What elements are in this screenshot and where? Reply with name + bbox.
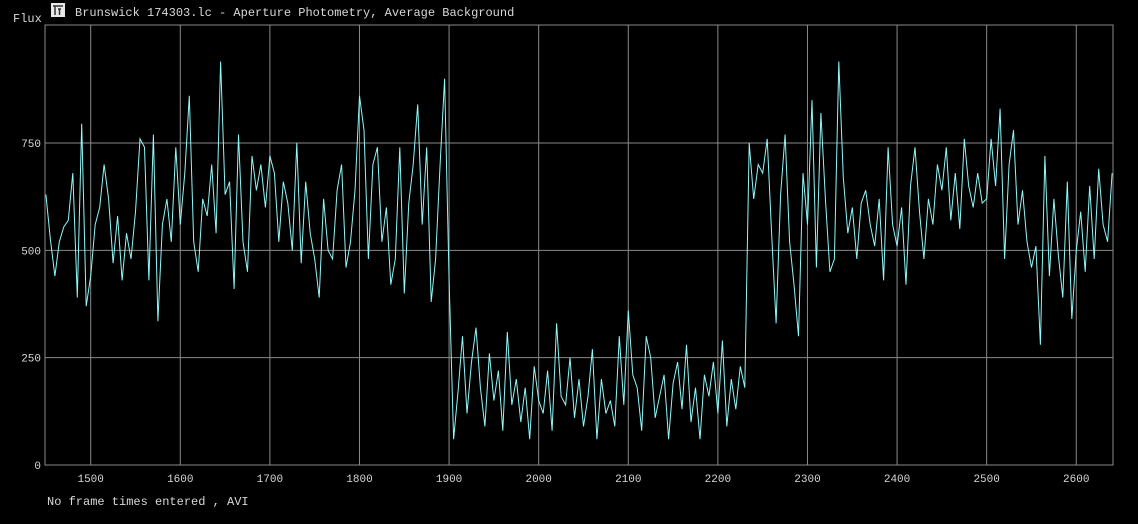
y-axis-label: Flux [13,12,42,26]
x-tick-label: 2600 [1063,474,1089,486]
x-tick-label: 2400 [884,474,910,486]
plot-frame [44,24,1114,466]
y-tick-label: 750 [21,139,41,151]
chart-title: Brunswick 174303.lc - Aperture Photometr… [75,6,514,20]
x-tick-label: 1900 [436,474,462,486]
x-tick-label: 1500 [77,474,103,486]
x-tick-label: 2100 [615,474,641,486]
y-tick-label: 500 [21,246,41,258]
x-tick-label: 2500 [973,474,999,486]
flux-line [45,61,1113,440]
footer-note: No frame times entered , AVI [47,495,249,509]
x-tick-label: 2000 [525,474,551,486]
y-tick-label: 0 [34,461,41,473]
x-tick-label: 1600 [167,474,193,486]
x-tick-label: 1800 [346,474,372,486]
x-tick-label: 1700 [257,474,283,486]
x-tick-label: 2200 [705,474,731,486]
y-tick-label: 250 [21,354,41,366]
app-icon-glyph [53,5,63,15]
app-icon [51,3,65,17]
x-tick-label: 2300 [794,474,820,486]
